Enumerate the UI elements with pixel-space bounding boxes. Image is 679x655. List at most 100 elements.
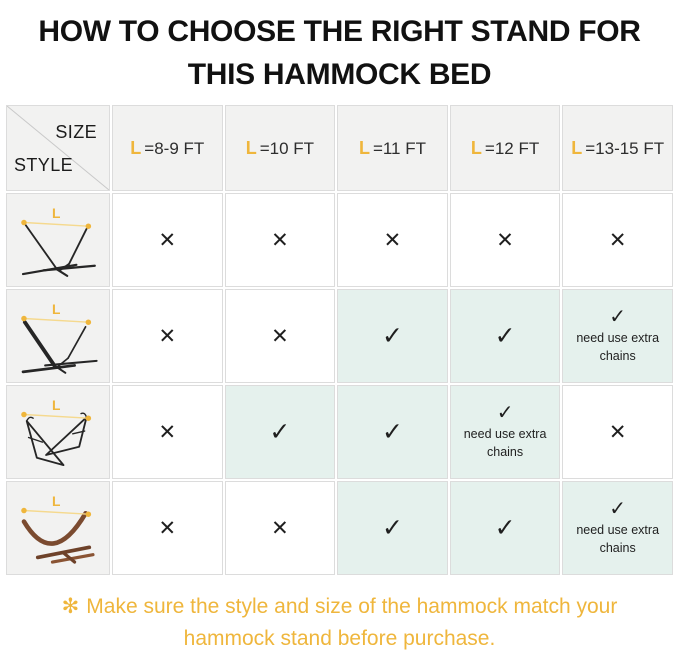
table-cell: ✕ <box>224 289 336 383</box>
title-line-2: THIS HAMMOCK BED <box>187 58 492 91</box>
check-mark: ✓ <box>269 417 291 446</box>
col-header-10ft: L =10 FT <box>224 105 336 191</box>
measure-line <box>23 509 89 515</box>
cross-mark: ✕ <box>158 324 177 348</box>
size-value: =10 FT <box>259 138 315 158</box>
measure-dot <box>85 415 92 421</box>
footnote-line-1: ✻ Make sure the style and size of the ham… <box>0 591 679 623</box>
extra-chains-note: need use extra chains <box>576 331 660 363</box>
table-cell: ✓ <box>337 385 448 479</box>
style-cell-3: L <box>6 385 110 479</box>
cross-mark: ✕ <box>271 324 289 348</box>
footnote: ✻ Make sure the style and size of the ham… <box>0 591 679 654</box>
length-letter: L <box>470 137 482 158</box>
check-mark: ✓ <box>382 417 403 446</box>
style-cell-4: L <box>6 481 110 575</box>
measure-label: L <box>52 206 60 221</box>
table-cell: ✕ <box>449 193 561 287</box>
length-letter: L <box>245 137 257 158</box>
size-axis-label: SIZE <box>55 122 97 142</box>
measure-label: L <box>52 398 60 413</box>
extra-chains-note: need use extra chains <box>463 427 547 459</box>
cross-mark: ✕ <box>158 228 177 252</box>
length-letter: L <box>571 137 583 158</box>
size-value: =12 FT <box>484 138 540 158</box>
check-mark: ✓ <box>494 513 516 542</box>
measure-dot <box>21 507 27 514</box>
measure-dot <box>85 319 92 325</box>
cross-mark: ✕ <box>271 228 289 252</box>
cross-mark: ✕ <box>496 228 514 252</box>
header-row: SIZE STYLE L =8-9 FT L =10 FT L =11 FT L =12… <box>6 105 673 191</box>
measure-line <box>23 317 89 323</box>
check-mark: ✓ <box>382 513 403 542</box>
table-cell: ✕ <box>562 193 673 287</box>
size-value: =13-15 FT <box>585 138 665 158</box>
butterfly-folding-stand-icon: L <box>21 398 92 467</box>
heavy-duty-metal-stand-icon: L <box>21 302 98 374</box>
corner-cell: SIZE STYLE <box>6 105 110 191</box>
size-value: =8-9 FT <box>144 138 205 158</box>
wooden-arc-stand-icon: L <box>21 494 95 564</box>
table-cell: ✓ <box>449 289 561 383</box>
table-cell: ✓ <box>224 385 336 479</box>
cross-mark: ✕ <box>158 516 177 540</box>
measure-dot <box>21 315 27 322</box>
table-cell: ✓ need use extra chains <box>449 385 561 479</box>
measure-dot <box>21 219 27 226</box>
measure-dot <box>85 511 92 517</box>
measure-dot <box>21 411 27 418</box>
metal-v-frame-stand-icon: L <box>21 206 96 277</box>
table-cell: ✕ <box>112 481 223 575</box>
style-axis-label: STYLE <box>14 155 74 175</box>
table-cell: ✓ need use extra chains <box>562 481 673 575</box>
table-cell: ✓ <box>337 289 448 383</box>
cross-mark: ✕ <box>608 228 627 252</box>
check-mark: ✓ <box>382 321 403 350</box>
col-header-8-9ft: L =8-9 FT <box>112 105 223 191</box>
asterisk-icon: ✻ <box>61 595 80 618</box>
extra-chains-note: need use extra chains <box>576 523 660 555</box>
page-title: HOW TO CHOOSE THE RIGHT STAND FOR THIS H… <box>0 0 679 96</box>
table-cell: ✕ <box>224 481 336 575</box>
table-cell: ✕ <box>112 289 223 383</box>
footnote-text-2: hammock stand before purchase. <box>183 626 496 650</box>
table-cell: ✕ <box>112 385 223 479</box>
check-mark: ✓ <box>609 306 627 328</box>
table-row-style-3: L ✕ ✓ ✓ ✓ need use extra chains ✕ <box>6 385 673 479</box>
table-cell: ✓ need use extra chains <box>562 289 673 383</box>
size-value: =11 FT <box>372 138 427 158</box>
cross-mark: ✕ <box>608 420 627 444</box>
table-row-style-1: L ✕ ✕ ✕ ✕ ✕ <box>6 193 673 287</box>
cross-mark: ✕ <box>383 228 402 252</box>
table-cell: ✕ <box>224 193 336 287</box>
col-header-13-15ft: L =13-15 FT <box>562 105 673 191</box>
col-header-11ft: L =11 FT <box>337 105 448 191</box>
style-cell-2: L <box>6 289 110 383</box>
check-mark: ✓ <box>494 321 516 350</box>
measure-dot <box>85 223 92 229</box>
corner-diagonal-line <box>7 106 109 190</box>
style-cell-1: L <box>6 193 110 287</box>
compatibility-table: SIZE STYLE L =8-9 FT L =10 FT L =11 FT L =12… <box>4 103 675 577</box>
footnote-text-1: Make sure the style and size of the hamm… <box>86 595 618 618</box>
table-cell: ✕ <box>112 193 223 287</box>
title-line-1: HOW TO CHOOSE THE RIGHT STAND FOR <box>38 15 641 48</box>
table-cell: ✓ <box>449 481 561 575</box>
cross-mark: ✕ <box>271 516 289 540</box>
table-row-style-2: L ✕ ✕ ✓ ✓ ✓ need use extra chains <box>6 289 673 383</box>
table-row-style-4: L ✕ ✕ ✓ ✓ ✓ need use extra chains <box>6 481 673 575</box>
table-cell: ✓ <box>337 481 448 575</box>
table-cell: ✕ <box>562 385 673 479</box>
cross-mark: ✕ <box>158 420 177 444</box>
check-mark: ✓ <box>609 498 627 520</box>
length-letter: L <box>358 137 370 158</box>
measure-line <box>23 413 89 419</box>
measure-label: L <box>52 494 60 509</box>
length-letter: L <box>130 137 142 158</box>
col-header-12ft: L =12 FT <box>449 105 561 191</box>
measure-line <box>23 221 89 227</box>
measure-label: L <box>52 302 60 317</box>
check-mark: ✓ <box>496 402 514 424</box>
